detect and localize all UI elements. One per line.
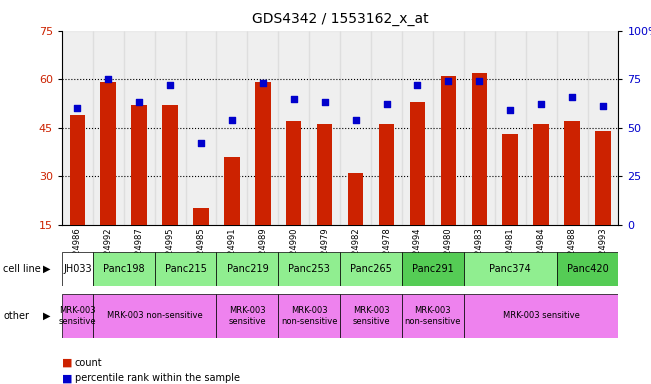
Bar: [62, 252, 92, 286]
Text: Panc374: Panc374: [490, 264, 531, 274]
Point: [227, 117, 237, 123]
Bar: [62, 294, 92, 338]
Text: MRK-003 non-sensitive: MRK-003 non-sensitive: [107, 311, 202, 320]
Bar: [525, 31, 557, 225]
Text: MRK-003
sensitive: MRK-003 sensitive: [352, 306, 390, 326]
Point: [258, 80, 268, 86]
Bar: [124, 31, 154, 225]
Text: MRK-003
sensitive: MRK-003 sensitive: [59, 306, 96, 326]
Bar: [92, 252, 154, 286]
Bar: [309, 31, 340, 225]
Text: MRK-003
sensitive: MRK-003 sensitive: [229, 306, 266, 326]
Bar: [348, 173, 363, 225]
Text: MRK-003
non-sensitive: MRK-003 non-sensitive: [281, 306, 337, 326]
Bar: [162, 105, 178, 225]
Bar: [402, 294, 464, 338]
Bar: [495, 31, 525, 225]
Text: MRK-003 sensitive: MRK-003 sensitive: [503, 311, 579, 320]
Text: count: count: [75, 358, 102, 368]
Text: Panc265: Panc265: [350, 264, 392, 274]
Point: [196, 140, 206, 146]
Bar: [379, 124, 395, 225]
Text: ■: ■: [62, 373, 72, 383]
Bar: [441, 76, 456, 225]
Text: GDS4342 / 1553162_x_at: GDS4342 / 1553162_x_at: [252, 12, 428, 25]
Bar: [286, 121, 301, 225]
Bar: [216, 252, 278, 286]
Bar: [557, 31, 587, 225]
Bar: [433, 31, 464, 225]
Bar: [92, 294, 216, 338]
Point: [536, 101, 546, 108]
Bar: [132, 105, 147, 225]
Bar: [464, 294, 618, 338]
Text: cell line: cell line: [3, 264, 41, 274]
Bar: [92, 31, 124, 225]
Text: MRK-003
non-sensitive: MRK-003 non-sensitive: [405, 306, 461, 326]
Point: [72, 105, 83, 111]
Point: [598, 103, 608, 109]
Bar: [278, 31, 309, 225]
Point: [288, 96, 299, 102]
Bar: [70, 115, 85, 225]
Point: [474, 78, 484, 84]
Bar: [154, 31, 186, 225]
Text: JH033: JH033: [63, 264, 92, 274]
Point: [505, 107, 516, 113]
Text: ▶: ▶: [43, 311, 51, 321]
Bar: [402, 31, 433, 225]
Bar: [464, 252, 557, 286]
Text: percentile rank within the sample: percentile rank within the sample: [75, 373, 240, 383]
Bar: [100, 83, 116, 225]
Bar: [317, 124, 333, 225]
Point: [567, 94, 577, 100]
Text: ▶: ▶: [43, 264, 51, 274]
Bar: [193, 209, 209, 225]
Bar: [216, 31, 247, 225]
Bar: [402, 252, 464, 286]
Bar: [247, 31, 278, 225]
Text: other: other: [3, 311, 29, 321]
Bar: [464, 31, 495, 225]
Bar: [186, 31, 216, 225]
Text: Panc198: Panc198: [103, 264, 145, 274]
Point: [350, 117, 361, 123]
Bar: [371, 31, 402, 225]
Bar: [224, 157, 240, 225]
Bar: [340, 294, 402, 338]
Bar: [278, 294, 340, 338]
Bar: [154, 252, 216, 286]
Point: [381, 101, 392, 108]
Point: [412, 82, 422, 88]
Bar: [255, 83, 271, 225]
Bar: [587, 31, 618, 225]
Bar: [340, 31, 371, 225]
Bar: [533, 124, 549, 225]
Bar: [409, 102, 425, 225]
Bar: [471, 73, 487, 225]
Point: [134, 99, 145, 106]
Bar: [340, 252, 402, 286]
Text: Panc215: Panc215: [165, 264, 206, 274]
Bar: [595, 131, 611, 225]
Bar: [503, 134, 518, 225]
Bar: [62, 31, 92, 225]
Bar: [216, 294, 278, 338]
Text: Panc219: Panc219: [227, 264, 268, 274]
Bar: [557, 252, 618, 286]
Point: [443, 78, 454, 84]
Text: Panc291: Panc291: [412, 264, 454, 274]
Point: [103, 76, 113, 82]
Bar: [278, 252, 340, 286]
Point: [165, 82, 175, 88]
Text: Panc253: Panc253: [288, 264, 330, 274]
Point: [320, 99, 330, 106]
Text: ■: ■: [62, 358, 72, 368]
Bar: [564, 121, 580, 225]
Text: Panc420: Panc420: [566, 264, 609, 274]
